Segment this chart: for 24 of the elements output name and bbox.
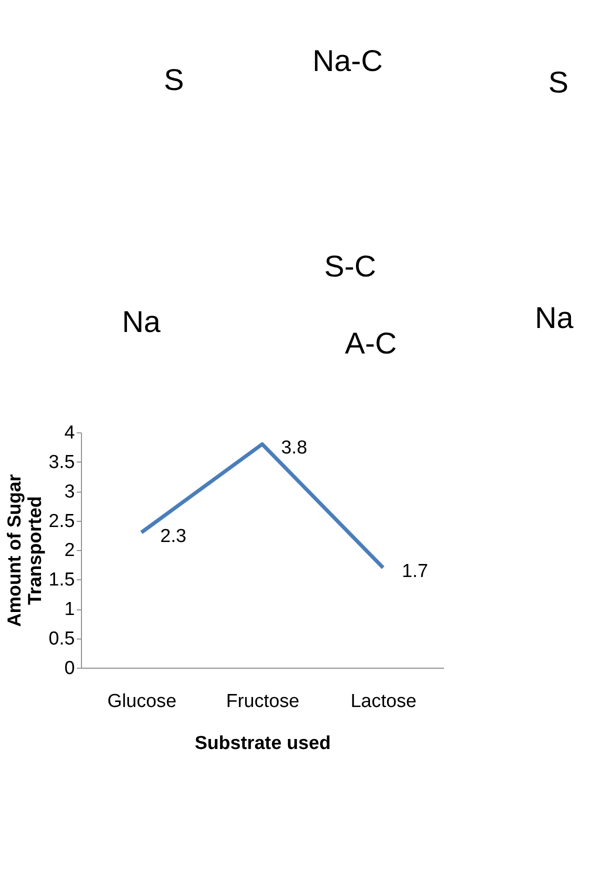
data-label: 1.7	[402, 560, 428, 582]
y-tick-label: 2	[64, 539, 75, 560]
text: Na-C	[312, 45, 383, 78]
x-tick-label: Fructose	[226, 690, 300, 711]
text: Na	[122, 306, 161, 340]
text: S-C	[324, 250, 376, 284]
y-axis-title: Amount of Sugar Transported	[3, 474, 46, 627]
data-label: 2.3	[160, 524, 186, 546]
y-tick-label: 3.5	[48, 450, 75, 472]
y-tick-label: 3	[64, 480, 75, 502]
x-tick-label: Lactose	[350, 690, 417, 711]
y-tick-label: 1	[64, 598, 75, 620]
data-label: 3.8	[281, 436, 308, 458]
text: A-C	[344, 328, 397, 361]
y-tick-label: 0.5	[48, 627, 75, 648]
y-tick-label: 0	[64, 656, 75, 678]
y-tick-label: 1.5	[48, 568, 75, 590]
text: S	[164, 64, 184, 97]
y-tick-label: 2.5	[48, 510, 75, 531]
x-tick-label: Glucose	[107, 690, 176, 711]
text: S	[548, 66, 568, 100]
x-axis-title: Substrate used	[194, 732, 331, 754]
text: Na	[534, 302, 574, 335]
y-tick-label: 4	[64, 421, 75, 442]
